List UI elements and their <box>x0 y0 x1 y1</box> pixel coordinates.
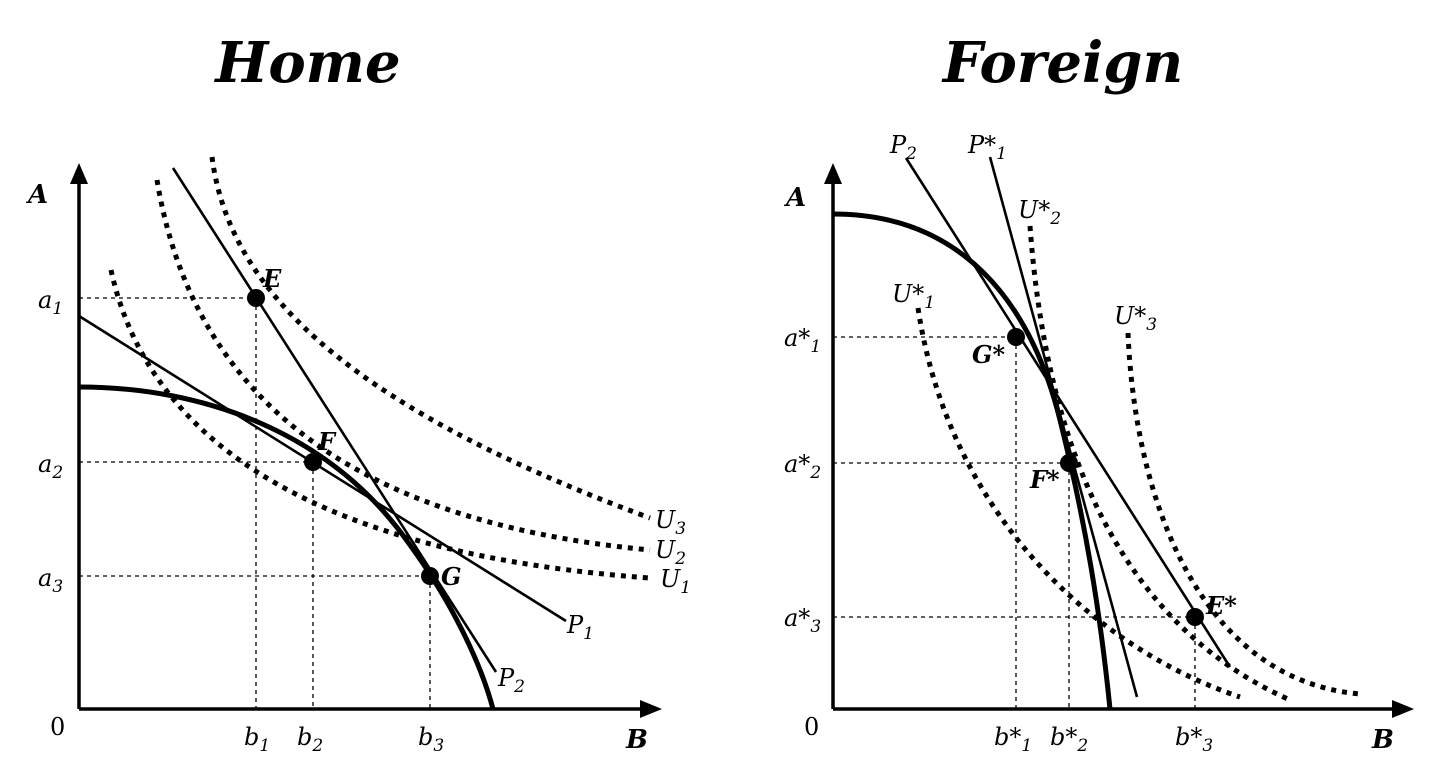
foreign-point-F-star-label: F* <box>1029 465 1060 494</box>
foreign-origin: 0 <box>804 713 819 741</box>
home-x-tick-b2: b2 <box>297 723 323 756</box>
home-price-line-P2 <box>171 167 498 673</box>
home-x-tick-b1: b1 <box>244 723 270 756</box>
home-panel: Home A B 0 E F G a1 a2 a3 b1 <box>25 30 691 756</box>
home-label-U2: U2 <box>655 536 686 569</box>
foreign-label-U1-star: U*1 <box>892 280 935 313</box>
home-point-G-label: G <box>441 562 462 591</box>
home-x-tick-b3: b3 <box>418 723 444 756</box>
foreign-x-axis-arrow <box>1392 700 1414 718</box>
home-ppf <box>78 384 496 710</box>
foreign-panel: Foreign A B 0 G* F* E* a*1 a*2 a*3 <box>783 30 1414 756</box>
foreign-point-F-star <box>1060 454 1078 472</box>
foreign-point-E-star <box>1186 608 1204 626</box>
home-y-tick-a3: a3 <box>38 564 63 597</box>
foreign-y-axis-name: A <box>783 183 806 213</box>
foreign-label-U2-star: U*2 <box>1018 196 1061 229</box>
foreign-ppf <box>832 211 1113 710</box>
home-y-axis-arrow <box>70 163 88 184</box>
home-label-U3: U3 <box>655 506 686 539</box>
home-title: Home <box>213 30 400 96</box>
foreign-y-tick-a1: a*1 <box>784 324 821 357</box>
home-y-axis-name: A <box>25 180 48 210</box>
home-label-P2: P2 <box>497 664 525 697</box>
home-x-axis-arrow <box>640 700 662 718</box>
home-point-F <box>304 453 322 471</box>
foreign-guide-E <box>833 616 1196 709</box>
home-point-E <box>247 289 265 307</box>
foreign-y-axis-arrow <box>824 163 842 184</box>
home-indifference-U1 <box>108 269 651 581</box>
home-guide-F <box>79 461 314 709</box>
home-y-tick-a1: a1 <box>38 286 63 319</box>
foreign-x-tick-b2: b*2 <box>1050 723 1088 756</box>
foreign-title: Foreign <box>941 30 1183 96</box>
foreign-price-line-P2 <box>904 157 1232 668</box>
foreign-x-axis-name: B <box>1371 725 1394 755</box>
foreign-y-tick-a2: a*2 <box>784 450 821 483</box>
home-indifference-U2 <box>154 179 651 553</box>
home-label-U1: U1 <box>660 565 691 598</box>
foreign-point-G-star-label: G* <box>972 340 1005 369</box>
home-x-axis-name: B <box>625 725 648 755</box>
foreign-x-tick-b1: b*1 <box>994 723 1032 756</box>
foreign-y-tick-a3: a*3 <box>784 604 821 637</box>
foreign-label-P2: P2 <box>889 131 917 164</box>
home-label-P1: P1 <box>566 611 594 644</box>
foreign-guide-G <box>833 336 1017 709</box>
home-price-line-P1 <box>78 314 567 623</box>
home-y-tick-a2: a2 <box>38 450 63 483</box>
home-guide-E <box>79 297 257 709</box>
foreign-x-tick-b3: b*3 <box>1175 723 1213 756</box>
home-indifference-U3 <box>209 156 651 521</box>
foreign-label-P1-star: P*1 <box>967 131 1007 164</box>
foreign-price-line-P1-star <box>988 156 1139 698</box>
foreign-indifference-U1 <box>915 307 1241 700</box>
foreign-guide-F <box>833 462 1070 709</box>
foreign-label-U3-star: U*3 <box>1114 302 1157 335</box>
foreign-point-G-star <box>1007 328 1025 346</box>
foreign-point-E-star-label: E* <box>1205 591 1237 620</box>
foreign-indifference-U3 <box>1125 332 1361 697</box>
home-origin: 0 <box>50 713 65 741</box>
home-point-F-label: F <box>317 427 337 456</box>
home-point-E-label: E <box>262 264 282 293</box>
home-point-G <box>421 567 439 585</box>
home-guide-G <box>79 575 431 709</box>
